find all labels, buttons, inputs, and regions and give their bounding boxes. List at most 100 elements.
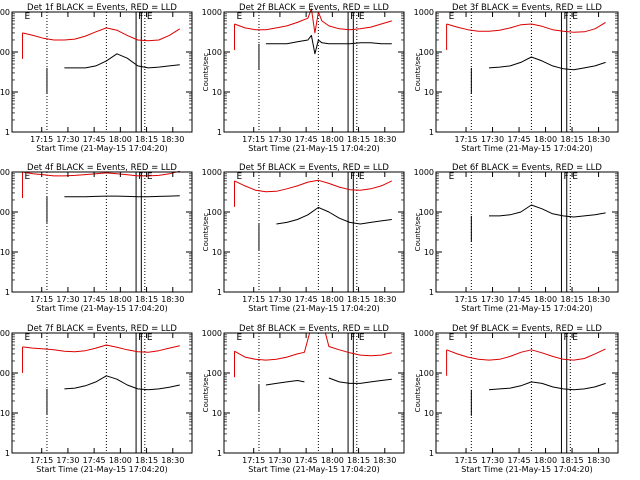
x-tick-label: 18:00 [321, 135, 344, 144]
y-axis-label: Counts/sec [414, 374, 422, 413]
x-tick-label: 18:30 [373, 456, 396, 465]
plot-frame [223, 332, 405, 454]
marker-label: E [147, 333, 153, 343]
x-tick-label: 17:30 [56, 295, 79, 304]
y-tick-label: 1000 [0, 329, 10, 338]
x-tick-label: 18:15 [135, 295, 158, 304]
marker-label: E [236, 333, 242, 343]
x-axis-label: Start Time (21-May-15 17:04:20) [461, 304, 592, 313]
y-axis-label: Counts/sec [202, 374, 210, 413]
y-tick-label: 10 [424, 88, 434, 97]
marker-label: E [449, 12, 455, 22]
y-tick-label: 10 [212, 409, 222, 418]
x-tick-label: 17:15 [242, 295, 265, 304]
marker-label: E [359, 172, 365, 182]
series-line [234, 8, 392, 34]
x-axis-label: Start Time (21-May-15 17:04:20) [248, 144, 379, 153]
y-tick-label: 10 [0, 409, 10, 418]
panel: EFE110100100017:1517:3017:4518:0018:1518… [0, 163, 193, 313]
y-tick-label: 1 [5, 128, 10, 137]
y-tick-label: 1000 [202, 168, 222, 177]
panel-title: Det 7f BLACK = Events, RED = LLD [27, 324, 177, 334]
x-tick-label: 18:30 [587, 456, 610, 465]
x-tick-label: 17:15 [30, 295, 53, 304]
x-tick-label: 17:30 [268, 135, 291, 144]
y-tick-label: 100 [0, 369, 10, 378]
x-tick-label: 18:15 [135, 456, 158, 465]
marker-label: F [563, 333, 568, 343]
y-tick-label: 100 [0, 48, 10, 57]
y-tick-label: 10 [0, 248, 10, 257]
y-tick-label: 1 [429, 288, 434, 297]
panel-title: Det 3f BLACK = Events, RED = LLD [452, 3, 602, 13]
y-tick-label: 1 [429, 128, 434, 137]
x-tick-label: 18:15 [347, 135, 370, 144]
marker-label: E [147, 12, 153, 22]
series-line [22, 170, 180, 177]
y-tick-label: 1 [5, 449, 10, 458]
x-axis-label: Start Time (21-May-15 17:04:20) [461, 465, 592, 474]
x-tick-label: 17:45 [83, 135, 106, 144]
x-tick-label: 17:30 [268, 456, 291, 465]
x-tick-label: 18:30 [161, 295, 184, 304]
y-tick-label: 1000 [202, 8, 222, 17]
x-tick-label: 18:15 [561, 135, 584, 144]
y-tick-label: 100 [419, 369, 434, 378]
marker-label: E [449, 172, 455, 182]
x-axis-label: Start Time (21-May-15 17:04:20) [36, 144, 167, 153]
x-tick-label: 17:30 [56, 456, 79, 465]
x-tick-label: 18:30 [161, 135, 184, 144]
y-axis-label: Counts/sec [414, 53, 422, 92]
plot-frame [435, 332, 619, 454]
x-tick-label: 18:00 [109, 295, 132, 304]
x-tick-label: 17:30 [268, 295, 291, 304]
marker-label: E [24, 333, 30, 343]
x-tick-label: 17:15 [242, 456, 265, 465]
marker-label: F [138, 333, 143, 343]
x-tick-label: 17:45 [295, 135, 318, 144]
y-tick-label: 100 [419, 48, 434, 57]
series-line [488, 56, 606, 71]
y-tick-label: 10 [212, 88, 222, 97]
x-tick-label: 17:15 [455, 295, 478, 304]
marker-label: E [572, 12, 578, 22]
y-tick-label: 1000 [0, 168, 10, 177]
y-tick-label: 10 [424, 248, 434, 257]
y-tick-label: 1 [5, 288, 10, 297]
panel: EFE110100100017:1517:3017:4518:0018:1518… [0, 324, 193, 474]
y-tick-label: 10 [424, 409, 434, 418]
y-axis-label: Counts/sec [202, 53, 210, 92]
x-tick-label: 18:30 [587, 295, 610, 304]
marker-label: E [572, 172, 578, 182]
y-tick-label: 1000 [414, 8, 434, 17]
series-line [265, 34, 392, 55]
marker-label: E [359, 12, 365, 22]
panel-title: Det 8f BLACK = Events, RED = LLD [239, 324, 389, 334]
x-axis-label: Start Time (21-May-15 17:04:20) [461, 144, 592, 153]
marker-label: E [147, 172, 153, 182]
plot-frame [11, 11, 193, 133]
x-tick-label: 18:00 [534, 295, 557, 304]
y-tick-label: 10 [0, 88, 10, 97]
series-line [234, 332, 392, 361]
x-tick-label: 18:00 [534, 456, 557, 465]
marker-label: E [359, 333, 365, 343]
y-tick-label: 100 [207, 48, 222, 57]
y-tick-label: 1000 [0, 8, 10, 17]
x-axis-label: Start Time (21-May-15 17:04:20) [36, 465, 167, 474]
marker-label: E [24, 12, 30, 22]
marker-label: F [350, 333, 355, 343]
series-line [64, 375, 180, 391]
series-line [234, 179, 393, 193]
x-tick-label: 17:15 [455, 456, 478, 465]
series-line [265, 377, 392, 386]
panel-title: Det 1f BLACK = Events, RED = LLD [27, 3, 177, 13]
x-tick-label: 18:00 [321, 456, 344, 465]
x-tick-label: 17:15 [30, 135, 53, 144]
x-tick-label: 17:45 [83, 295, 106, 304]
plot-frame [11, 171, 193, 293]
x-tick-label: 18:30 [587, 135, 610, 144]
